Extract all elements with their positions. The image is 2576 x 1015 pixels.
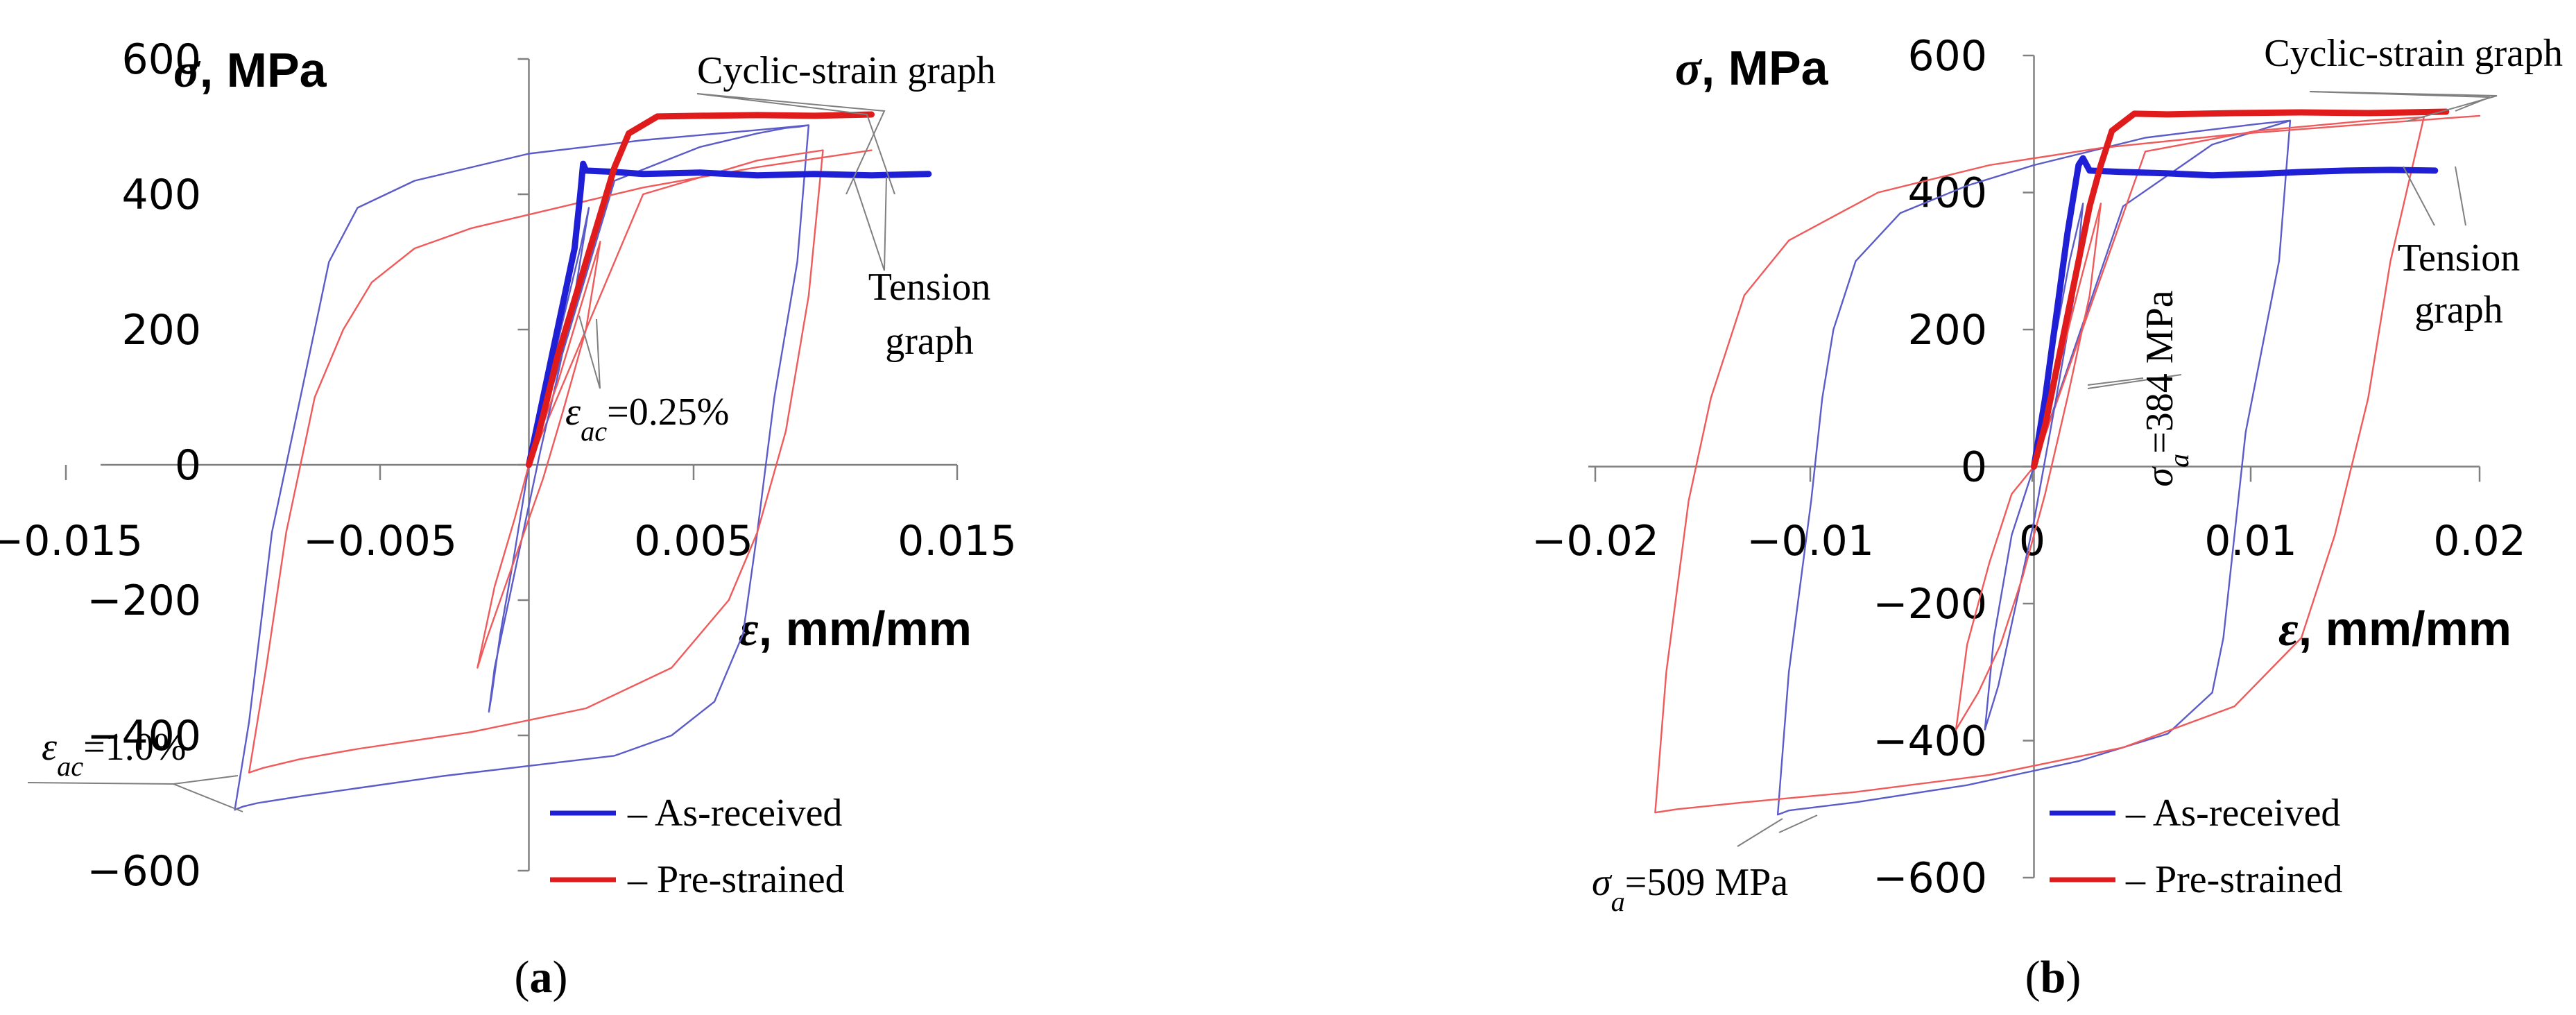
y-tick-label: 0 <box>175 441 201 490</box>
annotation-leader <box>852 176 885 271</box>
annotation-leader <box>578 315 601 389</box>
x-tick-label: 0.005 <box>634 517 753 565</box>
series-pre-strainedtension <box>526 111 875 468</box>
series-as-receivedtension <box>2031 155 2439 470</box>
chart-panel-a: −0.015 −0.005 0.005 0.015 600 400 200 0 −200 −400… <box>0 35 1017 1003</box>
x-tick-label: −0.005 <box>303 517 457 565</box>
panel-label: (a) <box>515 952 568 1003</box>
y-tick-label: −200 <box>87 577 201 625</box>
annotation-leader <box>2455 166 2466 226</box>
y-tick-label: 400 <box>121 171 201 219</box>
y-tick-label: −200 <box>1873 580 1987 629</box>
annotation-stress-amplitude-small: σa=384 MPa <box>2138 290 2195 486</box>
x-tick-label: 0.01 <box>2204 517 2297 565</box>
y-tick-label: 0 <box>1961 443 1987 492</box>
x-tick-label: −0.015 <box>0 517 143 565</box>
annotation-tension-graph: graph <box>885 320 974 363</box>
annotation-leader <box>2309 91 2498 122</box>
annotation-leader <box>2087 374 2182 389</box>
annotation-cyclic-strain: Cyclic-strain graph <box>697 49 996 92</box>
y-tick-label: 200 <box>1907 306 1987 355</box>
y-tick-label: −600 <box>1873 854 1987 903</box>
annotation-stress-amplitude-large: σa=509 MPa <box>1592 861 1788 917</box>
series-as-receivedtension <box>526 160 932 468</box>
x-axis-title: ε, mm/mm <box>2278 602 2511 656</box>
annotation-strain-amplitude-large: εac=1.0% <box>42 726 186 782</box>
annotation-leader <box>2403 166 2435 226</box>
x-tick-label: −0.01 <box>1746 517 1874 565</box>
y-axis-title: σ, MPa <box>1675 41 1829 96</box>
series-pre-strainedcyclic <box>1955 203 2102 731</box>
series-pre-strainedtension <box>2031 108 2450 470</box>
y-tick-label: −400 <box>87 712 201 760</box>
legend-label: – As-received <box>2125 792 2340 835</box>
legend-label: – Pre-strained <box>2125 858 2343 901</box>
annotation-cyclic-strain: Cyclic-strain graph <box>2264 32 2563 75</box>
x-axis-title: ε, mm/mm <box>739 602 972 656</box>
annotation-leader <box>884 176 887 271</box>
y-tick-label: −600 <box>87 847 201 896</box>
annotation-tension-graph: graph <box>2414 289 2503 332</box>
legend-label: – Pre-strained <box>627 858 845 901</box>
annotation-strain-amplitude-small: εac=0.25% <box>565 391 729 447</box>
y-tick-label: −400 <box>1873 717 1987 766</box>
annotation-leader <box>27 782 243 812</box>
series-as-receivedcyclic <box>234 124 810 811</box>
series-pre-strainedcyclic <box>476 241 601 669</box>
series-as-receivedcyclic <box>488 207 590 713</box>
legend-label: – As-received <box>627 792 842 835</box>
annotation-leader <box>173 775 239 785</box>
series-as-receivedcyclic <box>1776 119 2292 816</box>
annotation-leader <box>2087 377 2144 386</box>
series-as-receivedcyclic <box>1984 203 2084 731</box>
x-tick-label: 0.015 <box>898 517 1017 565</box>
annotation-leader <box>696 93 886 195</box>
annotation-leader <box>696 93 895 195</box>
panel-label: (b) <box>2025 952 2081 1003</box>
y-tick-label: 600 <box>121 35 201 84</box>
annotation-leader <box>1737 818 1783 847</box>
chart-panel-b: −0.02 −0.01 0 0.01 0.026004002000−200−400−60… <box>1531 32 2563 1003</box>
y-tick-label: 200 <box>121 306 201 355</box>
series-pre-strainedcyclic <box>248 149 873 774</box>
annotation-leader <box>1778 814 1818 833</box>
annotation-tension: Tension <box>2398 237 2521 280</box>
x-tick-label: 0.02 <box>2433 517 2526 565</box>
annotation-tension: Tension <box>868 266 991 309</box>
y-axis-title: σ, MPa <box>173 43 327 98</box>
x-tick-label: −0.02 <box>1531 517 1659 565</box>
y-tick-label: 600 <box>1907 32 1987 80</box>
annotation-leader <box>596 318 601 389</box>
